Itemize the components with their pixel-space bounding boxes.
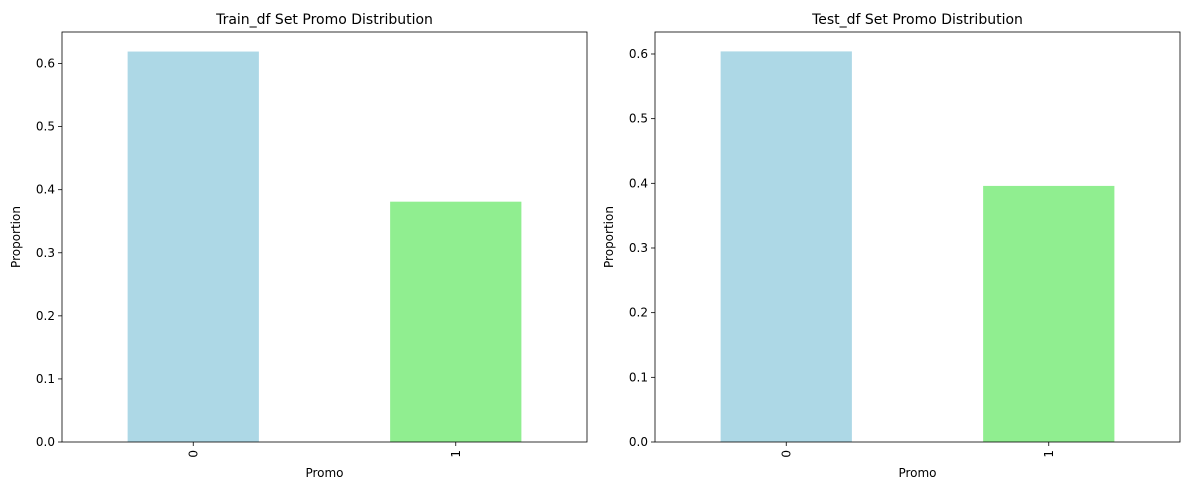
y-tick-label-1-3: 0.3 [629,241,648,255]
y-tick-label-0-2: 0.2 [36,309,55,323]
y-tick-label-0-1: 0.1 [36,372,55,386]
y-tick-label-1-0: 0.0 [629,435,648,449]
y-axis-label-1: Proportion [602,206,616,268]
x-axis-label-0: Promo [305,466,343,480]
y-tick-label-0-4: 0.4 [36,183,55,197]
bar-1-1 [983,185,1115,442]
chart-title-0: Train_df Set Promo Distribution [215,12,433,28]
bar-0-1 [390,201,522,442]
bar-0-0 [127,51,259,443]
x-axis-label-1: Promo [898,466,936,480]
y-tick-label-1-2: 0.2 [629,306,648,320]
y-tick-label-0-0: 0.0 [36,435,55,449]
y-axis-label-0: Proportion [9,206,23,268]
x-tick-label-1-0: 0 [779,450,793,458]
y-tick-label-0-3: 0.3 [36,246,55,260]
x-tick-label-0-0: 0 [186,450,200,458]
x-tick-label-1-1: 1 [1042,450,1056,458]
y-tick-label-0-6: 0.6 [36,57,55,71]
y-tick-label-0-5: 0.5 [36,120,55,134]
y-tick-label-1-6: 0.6 [629,47,648,61]
x-tick-label-0-1: 1 [449,450,463,458]
y-tick-label-1-5: 0.5 [629,112,648,126]
y-tick-label-1-1: 0.1 [629,370,648,384]
plot-frame-0 [61,31,588,443]
y-tick-label-1-4: 0.4 [629,176,648,190]
chart-title-1: Test_df Set Promo Distribution [811,12,1023,28]
bar-1-0 [720,51,852,443]
plot-frame-1 [654,31,1181,443]
